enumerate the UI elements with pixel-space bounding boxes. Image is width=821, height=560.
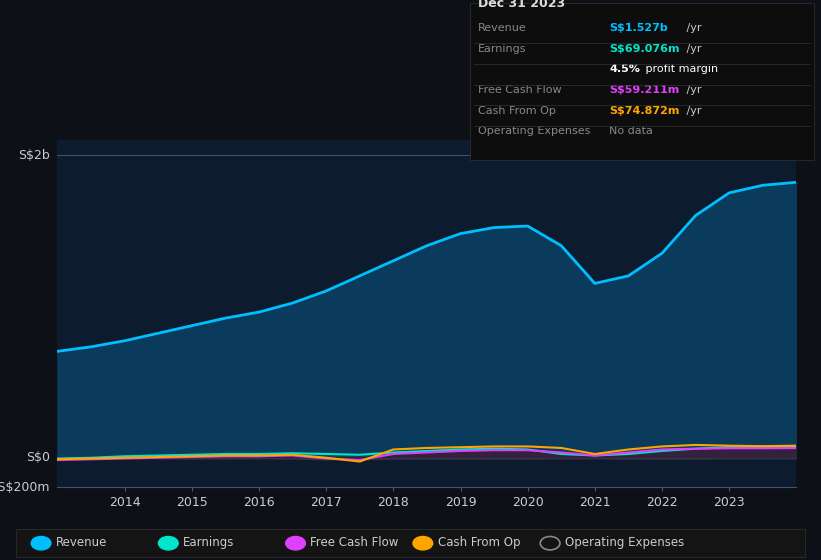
Text: Revenue: Revenue bbox=[56, 536, 108, 549]
Text: S$1.527b: S$1.527b bbox=[609, 23, 668, 33]
Text: Dec 31 2023: Dec 31 2023 bbox=[478, 0, 565, 10]
Text: Operating Expenses: Operating Expenses bbox=[565, 536, 684, 549]
Text: profit margin: profit margin bbox=[642, 64, 718, 74]
Text: Earnings: Earnings bbox=[478, 44, 526, 54]
Text: /yr: /yr bbox=[683, 85, 702, 95]
Text: /yr: /yr bbox=[683, 23, 702, 33]
Text: -S$200m: -S$200m bbox=[0, 480, 50, 494]
Text: Cash From Op: Cash From Op bbox=[478, 106, 556, 116]
Text: Revenue: Revenue bbox=[478, 23, 526, 33]
Text: S$69.076m: S$69.076m bbox=[609, 44, 680, 54]
Text: No data: No data bbox=[609, 127, 653, 137]
Text: S$59.211m: S$59.211m bbox=[609, 85, 680, 95]
Text: Free Cash Flow: Free Cash Flow bbox=[478, 85, 562, 95]
Text: Operating Expenses: Operating Expenses bbox=[478, 127, 590, 137]
Text: Cash From Op: Cash From Op bbox=[438, 536, 520, 549]
Text: /yr: /yr bbox=[683, 106, 702, 116]
Text: Earnings: Earnings bbox=[183, 536, 235, 549]
Text: Free Cash Flow: Free Cash Flow bbox=[310, 536, 399, 549]
Text: /yr: /yr bbox=[683, 44, 702, 54]
Text: S$74.872m: S$74.872m bbox=[609, 106, 680, 116]
Text: S$0: S$0 bbox=[26, 450, 50, 464]
Text: 4.5%: 4.5% bbox=[609, 64, 640, 74]
Text: S$2b: S$2b bbox=[18, 148, 50, 162]
